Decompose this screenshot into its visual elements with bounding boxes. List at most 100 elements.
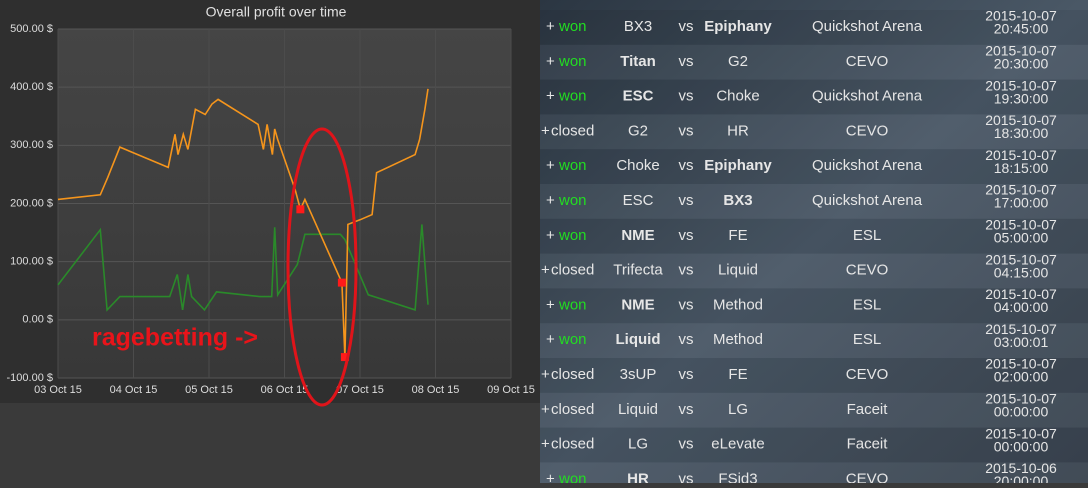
y-tick-label: 200.00 $: [10, 197, 53, 209]
x-tick-label: 06 Oct 15: [261, 384, 309, 396]
row-bg: [540, 358, 1088, 393]
vs: vs: [679, 227, 694, 244]
date: 2015-10-07: [985, 77, 1057, 93]
point-marker: [340, 353, 349, 362]
sign: +: [546, 470, 555, 483]
time: 20:00:00: [994, 473, 1049, 483]
sign: +: [546, 192, 555, 209]
x-tick-label: 04 Oct 15: [110, 384, 158, 396]
time: 00:00:00: [994, 404, 1049, 420]
date: 2015-10-07: [985, 251, 1057, 267]
annotation: ragebetting ->: [92, 324, 258, 352]
event: Quickshot Arena: [812, 18, 923, 35]
row-bg: [540, 184, 1088, 219]
team2: eLevate: [711, 436, 764, 453]
vs: vs: [679, 366, 694, 383]
date: 2015-10-07: [985, 147, 1057, 163]
sign: +: [546, 18, 555, 35]
series-line: [57, 88, 429, 358]
date: 2015-10-06: [985, 460, 1057, 476]
sign: +: [541, 122, 550, 139]
row-bg: [540, 218, 1088, 254]
sign: +: [546, 157, 555, 174]
team2: G2: [728, 53, 748, 70]
time: 03:00:01: [994, 334, 1049, 350]
team2: FSid3: [718, 470, 757, 483]
team1: 3sUP: [620, 366, 657, 383]
event: CEVO: [846, 366, 889, 383]
event: CEVO: [846, 262, 889, 279]
result: closed: [551, 262, 594, 279]
date: 2015-10-07: [985, 391, 1057, 407]
event: Faceit: [847, 401, 889, 418]
team1: G2: [628, 122, 648, 139]
row-bg: [540, 253, 1088, 289]
x-tick-label: 03 Oct 15: [34, 384, 82, 396]
team1: Titan: [620, 53, 656, 70]
date: 2015-10-07: [985, 217, 1057, 233]
x-tick-label: 05 Oct 15: [185, 384, 233, 396]
vs: vs: [679, 436, 694, 453]
y-tick-label: 100.00 $: [10, 256, 53, 268]
vs: vs: [679, 18, 694, 35]
sign: +: [546, 227, 555, 244]
date: 2015-10-07: [985, 112, 1057, 128]
row-bg: [540, 392, 1088, 428]
event: CEVO: [846, 470, 889, 483]
sign: +: [541, 262, 550, 279]
x-tick-label: 08 Oct 15: [412, 384, 460, 396]
team2: Epiphany: [704, 18, 772, 35]
team2: Epiphany: [704, 157, 772, 174]
date: 2015-10-07: [985, 425, 1057, 441]
y-tick-label: 400.00 $: [10, 81, 53, 93]
vs: vs: [679, 157, 694, 174]
time: 04:15:00: [994, 264, 1049, 280]
team2: Choke: [716, 88, 759, 105]
event: ESL: [853, 296, 881, 313]
date: 2015-10-07: [985, 286, 1057, 302]
vs: vs: [679, 470, 694, 483]
table-panel: [540, 0, 1088, 483]
sign: +: [546, 331, 555, 348]
time: 17:00:00: [994, 195, 1049, 211]
event: Quickshot Arena: [812, 88, 923, 105]
row-bg: [540, 427, 1088, 463]
date: 2015-10-07: [985, 8, 1057, 24]
sign: +: [541, 366, 550, 383]
point-marker: [337, 278, 346, 287]
team2: LG: [728, 401, 748, 418]
result: won: [558, 227, 587, 244]
event: Quickshot Arena: [812, 192, 923, 209]
vs: vs: [679, 122, 694, 139]
time: 05:00:00: [994, 230, 1049, 246]
series-line: [57, 224, 429, 312]
team1: BX3: [624, 18, 652, 35]
sign: +: [541, 401, 550, 418]
point-marker: [296, 205, 305, 214]
result: won: [558, 18, 587, 35]
time: 19:30:00: [994, 90, 1049, 106]
row-bg: [540, 44, 1088, 80]
result: won: [558, 53, 587, 70]
date: 2015-10-07: [985, 43, 1057, 59]
result: closed: [551, 401, 594, 418]
time: 20:30:00: [994, 56, 1049, 72]
event: Quickshot Arena: [812, 157, 923, 174]
team1: LG: [628, 436, 648, 453]
result: won: [558, 192, 587, 209]
result: closed: [551, 122, 594, 139]
sign: +: [541, 436, 550, 453]
team1: HR: [627, 470, 649, 483]
vs: vs: [679, 192, 694, 209]
result: won: [558, 88, 587, 105]
result: closed: [551, 366, 594, 383]
team1: NME: [621, 296, 654, 313]
team1: ESC: [623, 192, 654, 209]
y-tick-label: -100.00 $: [7, 372, 53, 384]
team2: HR: [727, 122, 749, 139]
team1: ESC: [623, 88, 654, 105]
team1: NME: [621, 227, 654, 244]
event: Faceit: [847, 436, 889, 453]
chart-title: Overall profit over time: [206, 4, 347, 20]
